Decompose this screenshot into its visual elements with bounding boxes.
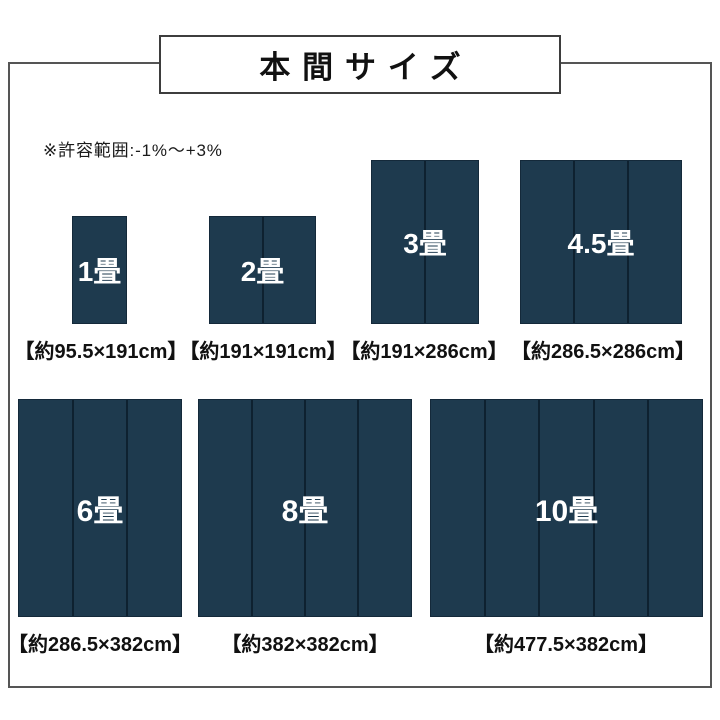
tatami-seam-line bbox=[484, 400, 487, 616]
mat-2jo: 2畳 bbox=[209, 216, 316, 324]
mat-1jo: 1畳 bbox=[72, 216, 127, 324]
mat-8jo-size-label: 【約382×382cm】 bbox=[221, 634, 389, 656]
tatami-seam-line bbox=[251, 400, 253, 616]
mat-3jo-label: 3畳 bbox=[403, 228, 447, 259]
mat-10jo-label: 10畳 bbox=[534, 495, 599, 528]
tatami-seam-line bbox=[424, 161, 426, 323]
mat-2jo-label: 2畳 bbox=[240, 256, 285, 287]
tatami-seam-line bbox=[357, 400, 359, 616]
mat-6jo-label: 6畳 bbox=[76, 495, 124, 528]
mat-3jo: 3畳 bbox=[371, 160, 479, 324]
mat-4-5jo: 4.5畳 bbox=[520, 160, 682, 324]
tatami-seam-line bbox=[573, 161, 576, 323]
mat-8jo: 8畳 bbox=[198, 399, 412, 617]
tatami-seam-line bbox=[626, 161, 629, 323]
tatami-seam-line bbox=[126, 400, 128, 616]
title-box: 本間サイズ bbox=[159, 35, 561, 94]
tatami-seam-line bbox=[304, 400, 306, 616]
tatami-seam-line bbox=[592, 400, 595, 616]
page-title: 本間サイズ bbox=[259, 50, 473, 85]
mat-1jo-label: 1畳 bbox=[77, 256, 122, 287]
mat-4-5jo-label: 4.5畳 bbox=[567, 228, 635, 259]
mat-6jo-size-label: 【約286.5×382cm】 bbox=[7, 634, 193, 656]
tolerance-note: ※許容範囲:-1%〜+3% bbox=[43, 141, 223, 160]
mat-10jo-size-label: 【約477.5×382cm】 bbox=[473, 634, 659, 656]
tatami-seam-line bbox=[646, 400, 649, 616]
tatami-seam-line bbox=[538, 400, 541, 616]
mat-3jo-size-label: 【約191×286cm】 bbox=[340, 341, 508, 363]
mat-1jo-size-label: 【約95.5×191cm】 bbox=[14, 341, 188, 363]
tatami-seam-line bbox=[261, 217, 264, 323]
mat-10jo: 10畳 bbox=[430, 399, 703, 617]
mat-2jo-size-label: 【約191×191cm】 bbox=[179, 341, 347, 363]
tatami-seam-line bbox=[71, 400, 74, 616]
mat-8jo-label: 8畳 bbox=[281, 495, 329, 528]
mat-6jo: 6畳 bbox=[18, 399, 182, 617]
mat-4-5jo-size-label: 【約286.5×286cm】 bbox=[510, 341, 696, 363]
